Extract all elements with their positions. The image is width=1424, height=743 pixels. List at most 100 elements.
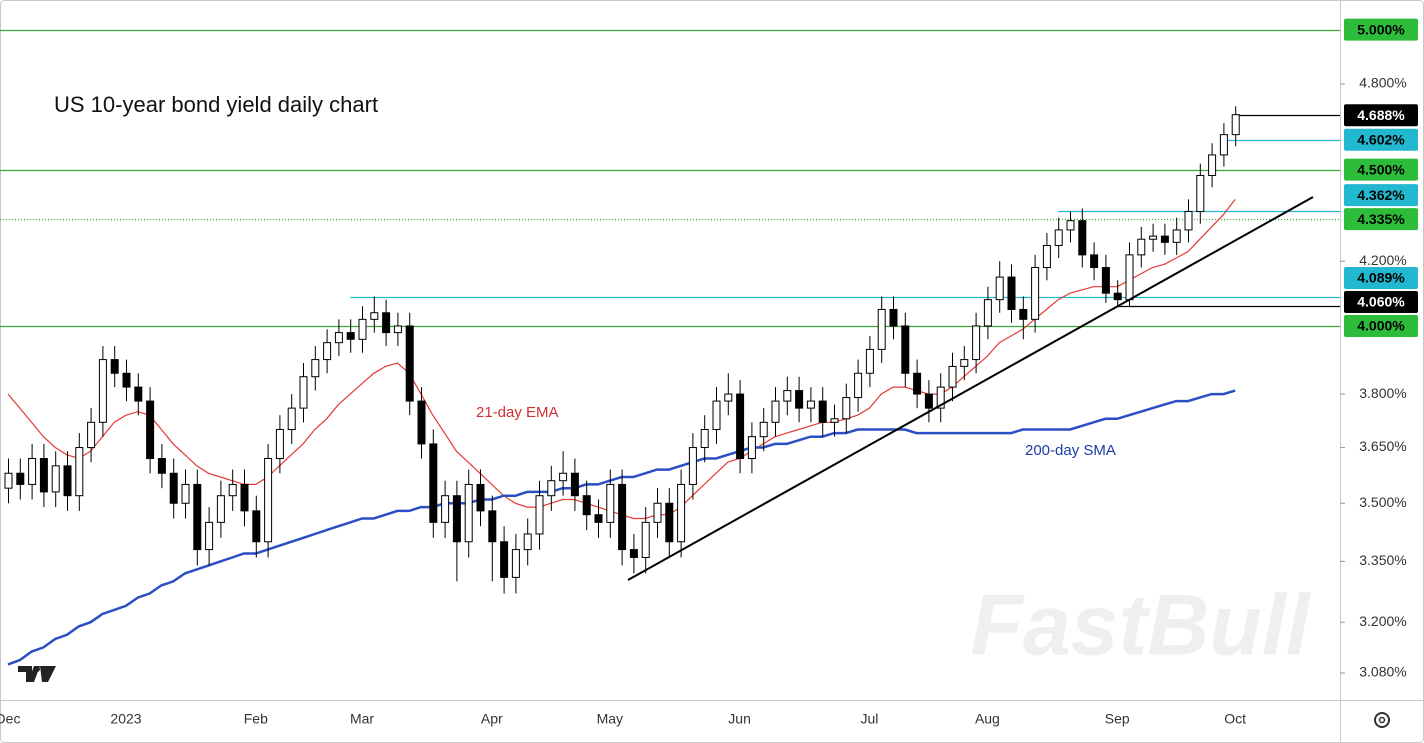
candle-body — [700, 428, 709, 449]
price-tag — [1344, 104, 1418, 127]
candle-body — [924, 393, 933, 409]
price-tag — [1344, 184, 1418, 207]
candle-body — [1019, 308, 1028, 320]
candle-body — [535, 495, 544, 535]
candle-body — [1113, 292, 1122, 301]
candle-body — [1149, 235, 1158, 240]
candle-body — [334, 332, 343, 344]
price-tag-label: 4.089% — [1357, 270, 1405, 286]
candle-body — [1137, 238, 1146, 256]
candle-body — [464, 483, 473, 543]
candle-body — [972, 325, 981, 361]
candle-body — [913, 372, 922, 395]
candle-body — [39, 458, 48, 493]
candle-body — [1007, 276, 1016, 310]
candle-body — [169, 472, 178, 504]
candle-body — [653, 502, 662, 523]
candle-body — [771, 400, 780, 423]
candle-body — [1031, 267, 1040, 320]
x-tick-label: Apr — [481, 711, 503, 727]
candle-body — [983, 299, 992, 327]
candle-body — [417, 400, 426, 445]
candle-body — [1054, 229, 1063, 246]
candle-body — [1066, 220, 1075, 231]
candle-body — [936, 386, 945, 409]
candle-body — [393, 325, 402, 334]
candle-body — [205, 521, 214, 551]
candle-body — [830, 418, 839, 423]
candle-body — [264, 458, 273, 543]
x-tick-label: Dec — [0, 711, 20, 727]
candle-body — [606, 483, 615, 523]
y-tick-label: 3.200% — [1359, 613, 1406, 629]
candle-body — [287, 407, 296, 430]
candle-body — [181, 483, 190, 504]
candle-body — [523, 533, 532, 551]
candle-body — [511, 549, 520, 578]
candle-body — [1090, 254, 1099, 269]
candle-body — [818, 400, 827, 423]
candle-body — [1078, 220, 1087, 256]
y-tick-label: 4.200% — [1359, 252, 1406, 268]
candle-body — [1196, 174, 1205, 213]
candle-body — [382, 312, 391, 334]
candle-body — [724, 393, 733, 402]
candle-body — [75, 447, 84, 497]
candle-body — [87, 421, 96, 449]
candle-body — [865, 348, 874, 374]
price-tag-label: 5.000% — [1357, 21, 1405, 37]
price-tag-label: 4.688% — [1357, 107, 1405, 123]
candle-body — [346, 332, 355, 340]
candle-body — [1125, 254, 1134, 301]
candle-body — [157, 458, 166, 474]
y-tick-label: 3.500% — [1359, 494, 1406, 510]
candle-body — [476, 483, 485, 512]
price-tag-label: 4.602% — [1357, 132, 1405, 148]
price-tag-label: 4.362% — [1357, 187, 1405, 203]
trendline — [627, 196, 1314, 581]
candle-body — [901, 325, 910, 374]
chart-title: US 10-year bond yield daily chart — [54, 92, 378, 117]
candle-body — [500, 541, 509, 578]
x-tick-label: Mar — [350, 711, 374, 727]
candle-body — [1042, 244, 1051, 269]
y-tick-label: 3.650% — [1359, 438, 1406, 454]
candle-body — [146, 400, 155, 460]
x-tick-label: Jul — [860, 711, 878, 727]
y-tick-label: 4.800% — [1359, 75, 1406, 91]
candle-body — [110, 359, 119, 374]
x-tick-label: Jun — [728, 711, 751, 727]
x-tick-label: May — [597, 711, 623, 727]
settings-icon[interactable] — [1374, 712, 1390, 728]
candle-body — [299, 376, 308, 409]
price-tag — [1344, 266, 1418, 289]
price-tag-label: 4.060% — [1357, 294, 1405, 310]
candle-body — [677, 483, 686, 543]
price-tag — [1344, 208, 1418, 231]
candle-body — [1184, 211, 1193, 231]
price-tag — [1344, 314, 1418, 337]
candle-body — [629, 549, 638, 558]
price-tag — [1344, 158, 1418, 181]
sma-label: 200-day SMA — [1025, 442, 1116, 459]
candle-body — [1219, 134, 1228, 156]
candle-body — [582, 495, 591, 516]
candle-body — [429, 443, 438, 523]
ema-label: 21-day EMA — [476, 404, 559, 421]
candle-body — [51, 465, 60, 493]
x-tick-label: Sep — [1105, 711, 1130, 727]
candle-body — [323, 342, 332, 361]
candle-body — [889, 308, 898, 327]
candle-body — [1208, 154, 1217, 176]
candle-body — [1172, 229, 1181, 243]
price-tag-label: 4.500% — [1357, 161, 1405, 177]
candle-body — [193, 483, 202, 551]
candle-body — [783, 390, 792, 402]
plot-area — [0, 29, 1340, 666]
candle-body — [547, 480, 556, 497]
candle-body — [570, 472, 579, 497]
candle-body — [122, 372, 131, 388]
candle-body — [405, 325, 414, 402]
